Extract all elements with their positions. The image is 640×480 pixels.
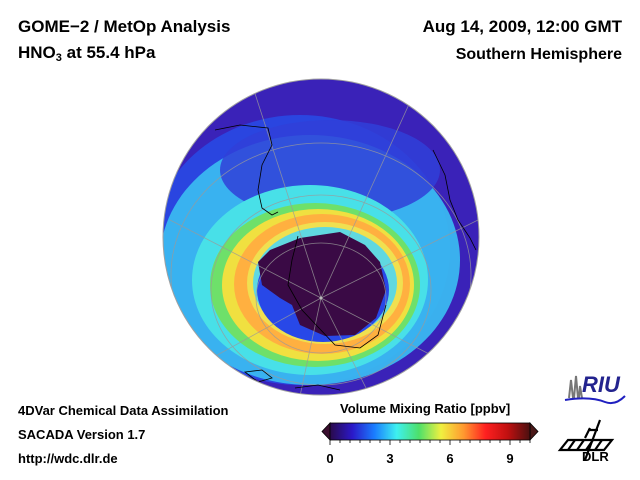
coastlines: [214, 124, 477, 391]
cathedral-icon: [568, 375, 583, 399]
colorbar-bar: [329, 422, 531, 441]
analysis-date: Aug 14, 2009, 12:00 GMT: [422, 17, 622, 36]
colorbar-ticks: [329, 440, 531, 445]
coast-antarctica: [287, 235, 387, 349]
footer-version: SACADA Version 1.7: [18, 427, 146, 442]
riu-logo-text: RIU: [582, 372, 620, 397]
colorbar-tick-label: 6: [446, 451, 454, 466]
globe-outline: [162, 78, 480, 396]
coast-new-zealand: [243, 369, 273, 383]
colorbar-tick-label: 3: [386, 451, 394, 466]
riu-logo: [564, 375, 626, 405]
colorbar-tick-label: 9: [506, 451, 514, 466]
vortex-core: [258, 232, 386, 336]
hemisphere-label: Southern Hemisphere: [455, 46, 622, 63]
river-icon: [564, 395, 626, 405]
colorbar-tick-label: 0: [326, 451, 334, 466]
pressure-level: at 55.4 hPa: [61, 43, 156, 62]
globe: [163, 79, 479, 395]
colorbar-title: Volume Mixing Ratio [ppbv]: [340, 401, 511, 416]
coast-south-america: [214, 124, 279, 216]
coast-australia: [294, 384, 341, 391]
dlr-mark-wing: [557, 438, 615, 452]
species-subscript: 3: [55, 52, 62, 64]
dlr-mark-tail: [584, 427, 598, 439]
colorbar-max-arrow: [529, 421, 539, 442]
species-name: HNO: [18, 43, 56, 62]
footer-method: 4DVar Chemical Data Assimilation: [18, 403, 229, 418]
south-pole-marker: [319, 296, 323, 300]
product-title: GOME−2 / MetOp Analysis: [18, 17, 231, 36]
colorbar-min-arrow: [321, 421, 331, 442]
footer-url[interactable]: http://wdc.dlr.de: [18, 451, 118, 466]
dlr-mark-ribs: [567, 439, 603, 451]
dlr-logo: [557, 419, 615, 461]
colorbar: [321, 421, 539, 445]
species-level-title: HNO3 at 55.4 hPa: [18, 43, 155, 64]
dlr-logo-text: DLR: [582, 449, 609, 464]
coast-africa: [432, 149, 477, 251]
